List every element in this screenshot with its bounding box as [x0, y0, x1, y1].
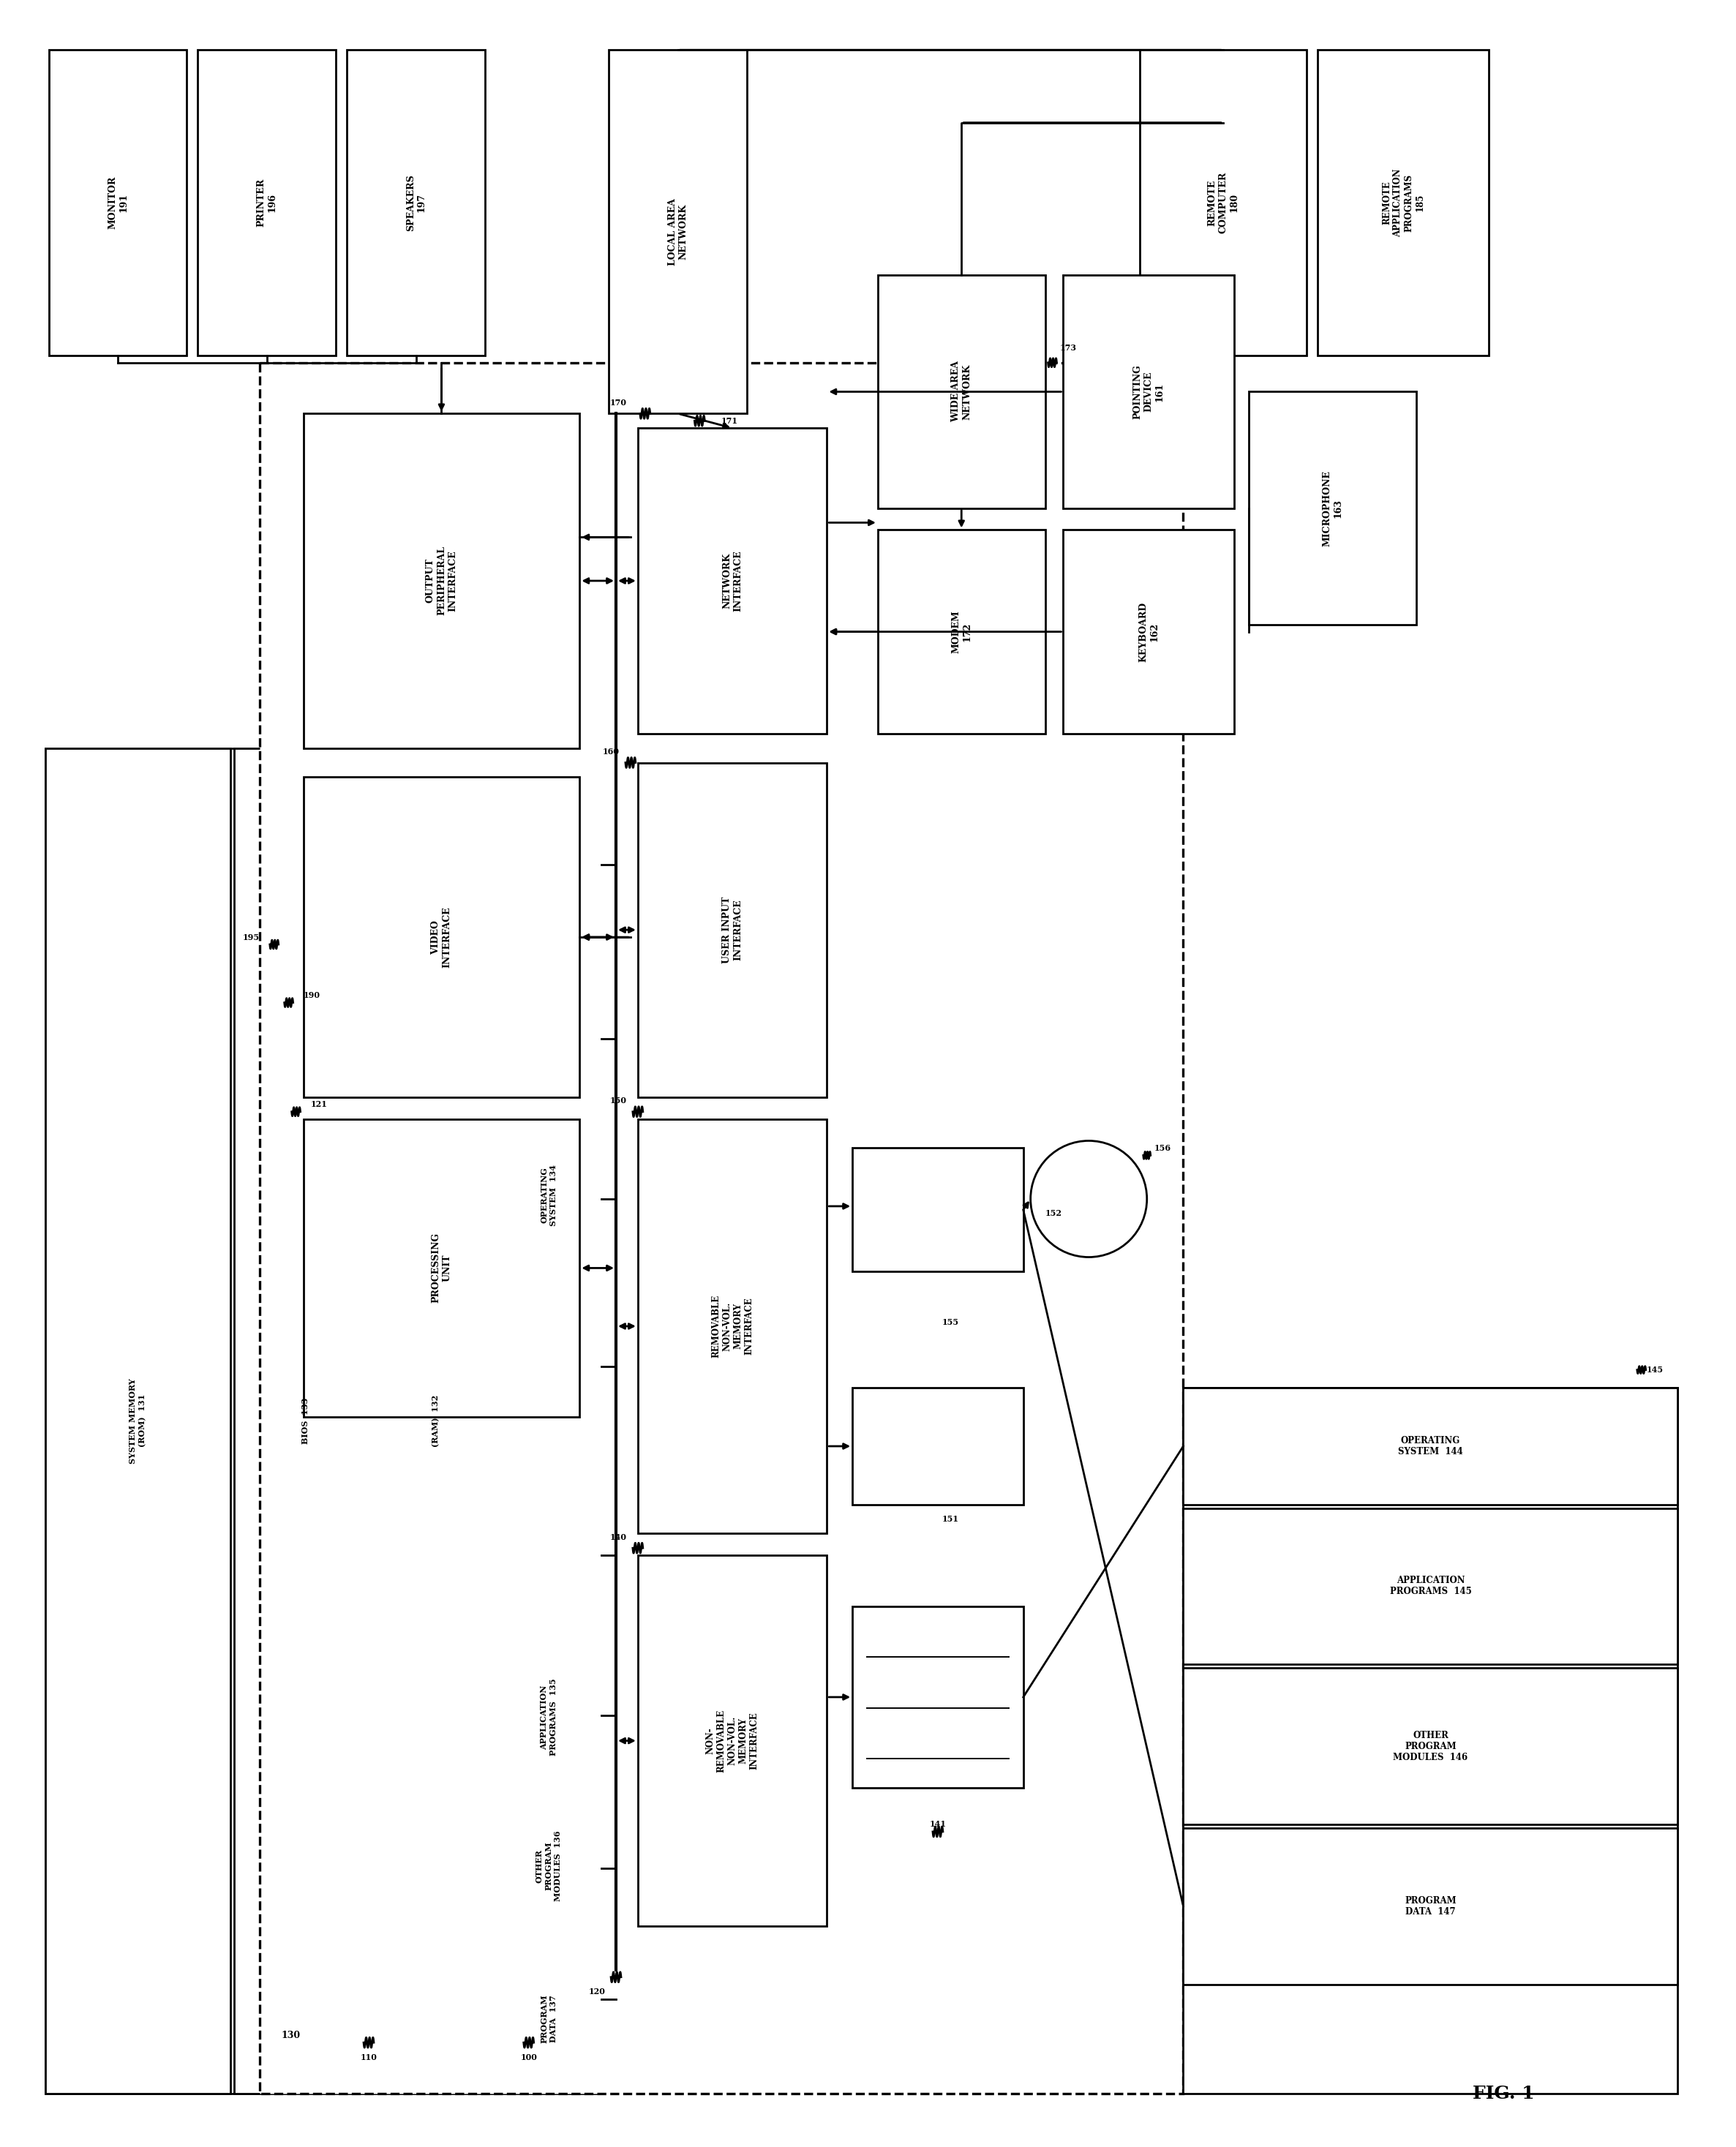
Bar [852, 1387, 1023, 1505]
Bar [304, 414, 580, 747]
Text: APPLICATION
PROGRAMS  135: APPLICATION PROGRAMS 135 [540, 1679, 557, 1756]
Text: 190: 190 [304, 992, 319, 998]
Bar [1062, 530, 1234, 734]
Text: REMOTE
COMPUTER
180: REMOTE COMPUTER 180 [1208, 172, 1240, 234]
Text: OTHER
PROGRAM
MODULES  136: OTHER PROGRAM MODULES 136 [535, 1831, 562, 1902]
Bar [637, 427, 826, 734]
Bar [304, 1119, 580, 1417]
Text: APPLICATION
PROGRAMS  145: APPLICATION PROGRAMS 145 [1391, 1576, 1472, 1597]
Bar [1184, 1668, 1677, 1825]
Text: 100: 100 [521, 2053, 536, 2061]
Bar [1139, 49, 1307, 356]
Bar [852, 1149, 1023, 1271]
Text: 130: 130 [281, 2031, 300, 2040]
Text: 140: 140 [609, 1533, 627, 1542]
Bar [380, 747, 493, 2093]
Bar [496, 1791, 601, 1941]
Text: 152: 152 [1045, 1209, 1062, 1217]
Text: 120: 120 [589, 1988, 606, 1997]
Bar [496, 747, 601, 1642]
Bar [496, 1647, 601, 1788]
Bar [45, 747, 601, 2093]
Text: 160: 160 [602, 747, 620, 756]
Bar [878, 530, 1045, 734]
Bar [1184, 1387, 1677, 1505]
Bar [198, 49, 337, 356]
Text: OPERATING
SYSTEM  134: OPERATING SYSTEM 134 [540, 1164, 557, 1226]
Bar [45, 747, 231, 2093]
Text: 171: 171 [722, 417, 738, 425]
Text: REMOVABLE
NON-VOL.
MEMORY
INTERFACE: REMOVABLE NON-VOL. MEMORY INTERFACE [712, 1295, 753, 1357]
Text: MICROPHONE
163: MICROPHONE 163 [1323, 470, 1342, 545]
Text: 156: 156 [1154, 1144, 1172, 1153]
Bar [1184, 1387, 1677, 2093]
Bar [1318, 49, 1489, 356]
Bar [1184, 1827, 1677, 1984]
Text: MODEM
172: MODEM 172 [951, 610, 972, 653]
Bar [347, 49, 484, 356]
Bar [260, 363, 1184, 2093]
Text: WIDE AREA
NETWORK: WIDE AREA NETWORK [951, 361, 972, 423]
Bar [1062, 275, 1234, 509]
Text: FIG. 1: FIG. 1 [1472, 2085, 1535, 2102]
Text: 155: 155 [943, 1318, 958, 1327]
Bar [637, 1554, 826, 1926]
Bar [304, 777, 580, 1097]
Text: PROGRAM
DATA  147: PROGRAM DATA 147 [1404, 1896, 1457, 1917]
Text: SYSTEM MEMORY
(ROM)  131: SYSTEM MEMORY (ROM) 131 [128, 1378, 146, 1464]
Text: BIOS  133: BIOS 133 [300, 1398, 309, 1445]
Text: (RAM)  132: (RAM) 132 [432, 1396, 439, 1447]
Text: 110: 110 [361, 2053, 377, 2061]
Text: 170: 170 [609, 399, 627, 406]
Text: NON-
REMOVABLE
NON-VOL.
MEMORY
INTERFACE: NON- REMOVABLE NON-VOL. MEMORY INTERFACE [705, 1709, 759, 1771]
Text: 150: 150 [609, 1097, 627, 1106]
Text: NETWORK
INTERFACE: NETWORK INTERFACE [722, 550, 743, 612]
Text: REMOTE
APPLICATION
PROGRAMS
185: REMOTE APPLICATION PROGRAMS 185 [1382, 167, 1425, 236]
Text: POINTING
DEVICE
161: POINTING DEVICE 161 [1134, 365, 1165, 419]
Text: 141: 141 [929, 1821, 946, 1829]
Bar [609, 49, 746, 414]
Bar [878, 275, 1045, 509]
Text: 121: 121 [311, 1101, 328, 1108]
Bar [1248, 391, 1417, 625]
Text: 145: 145 [1646, 1365, 1663, 1374]
Text: KEYBOARD
162: KEYBOARD 162 [1139, 601, 1160, 661]
Text: LOCAL AREA
NETWORK: LOCAL AREA NETWORK [668, 198, 687, 266]
Text: OPERATING
SYSTEM  144: OPERATING SYSTEM 144 [1397, 1436, 1463, 1456]
Text: PRINTER
196: PRINTER 196 [257, 178, 278, 228]
Text: USER INPUT
INTERFACE: USER INPUT INTERFACE [722, 897, 743, 964]
Bar [49, 49, 187, 356]
Text: 173: 173 [1059, 344, 1076, 352]
Bar [852, 1606, 1023, 1788]
Text: OUTPUT
PERIPHERAL
INTERFACE: OUTPUT PERIPHERAL INTERFACE [425, 545, 457, 616]
Text: PROCESSING
UNIT: PROCESSING UNIT [431, 1232, 451, 1303]
Text: MONITOR
191: MONITOR 191 [108, 176, 128, 230]
Text: 195: 195 [243, 934, 260, 940]
Text: SPEAKERS
197: SPEAKERS 197 [406, 174, 427, 232]
Text: 151: 151 [943, 1516, 958, 1522]
Bar [637, 1119, 826, 1533]
Bar [496, 1945, 601, 2093]
Bar [234, 747, 377, 2093]
Text: VIDEO
INTERFACE: VIDEO INTERFACE [431, 906, 451, 968]
Bar [1184, 1507, 1677, 1664]
Text: OTHER
PROGRAM
MODULES  146: OTHER PROGRAM MODULES 146 [1394, 1730, 1469, 1763]
Text: PROGRAM
DATA  137: PROGRAM DATA 137 [540, 1995, 557, 2044]
Bar [637, 762, 826, 1097]
